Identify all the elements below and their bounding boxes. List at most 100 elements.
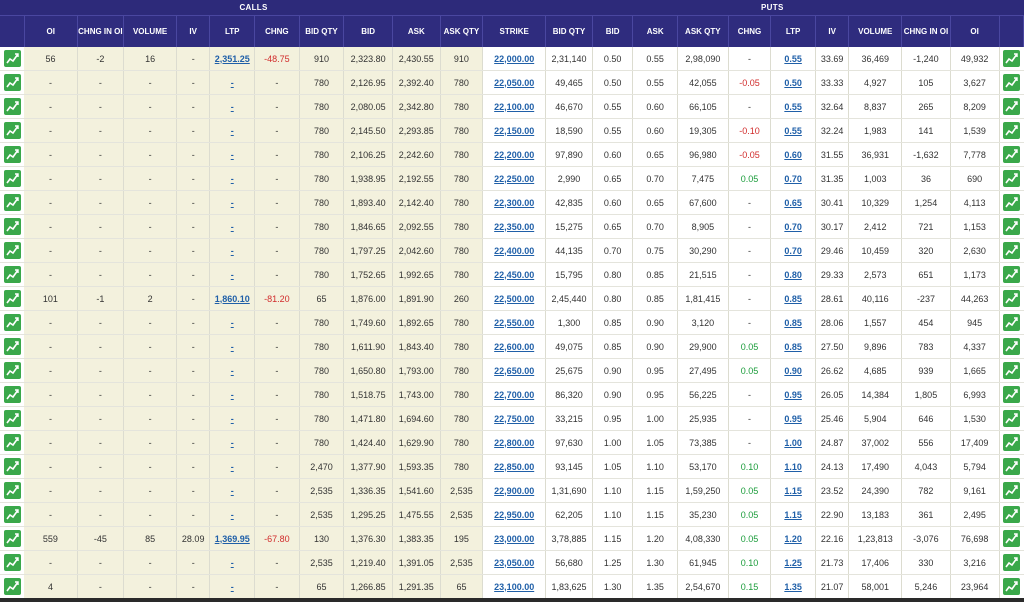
line-chart-icon[interactable]	[1003, 314, 1020, 331]
line-chart-icon[interactable]	[3, 314, 21, 331]
calls-ltp-link[interactable]: 1,369.95	[214, 533, 250, 544]
puts-ltp-link[interactable]: 1.25	[784, 557, 802, 568]
line-chart-icon[interactable]	[3, 74, 21, 91]
calls-ltp-link[interactable]: -	[230, 341, 234, 352]
line-chart-icon[interactable]	[3, 218, 21, 235]
puts-ltp-link[interactable]: 0.65	[784, 197, 802, 208]
strike-link[interactable]: 22,200.00	[494, 149, 535, 160]
strike-link[interactable]: 23,000.00	[494, 533, 535, 544]
puts-col-header[interactable]: BID	[592, 15, 634, 47]
line-chart-icon[interactable]	[1003, 554, 1020, 571]
line-chart-icon[interactable]	[3, 482, 21, 499]
calls-ltp-link[interactable]: -	[230, 389, 234, 400]
puts-ltp-link[interactable]: 0.50	[784, 77, 802, 88]
strike-link[interactable]: 22,750.00	[494, 413, 535, 424]
calls-ltp-link[interactable]: -	[230, 581, 234, 592]
strike-link[interactable]: 22,850.00	[494, 461, 535, 472]
strike-link[interactable]: 22,050.00	[494, 77, 535, 88]
calls-col-header[interactable]: OI	[24, 15, 78, 47]
line-chart-icon[interactable]	[1003, 530, 1020, 547]
puts-col-header[interactable]: CHNG IN OI	[901, 15, 951, 47]
calls-col-header[interactable]: BID QTY	[299, 15, 345, 47]
strike-link[interactable]: 22,300.00	[494, 197, 535, 208]
line-chart-icon[interactable]	[3, 290, 21, 307]
calls-ltp-link[interactable]: -	[230, 461, 234, 472]
puts-col-header[interactable]: OI	[950, 15, 1000, 47]
line-chart-icon[interactable]	[1003, 578, 1020, 595]
line-chart-icon[interactable]	[1003, 386, 1020, 403]
strike-link[interactable]: 22,250.00	[494, 173, 535, 184]
line-chart-icon[interactable]	[1003, 482, 1020, 499]
calls-ltp-link[interactable]: 1,860.10	[214, 293, 250, 304]
strike-link[interactable]: 22,150.00	[494, 125, 535, 136]
calls-ltp-link[interactable]: -	[230, 101, 234, 112]
line-chart-icon[interactable]	[3, 146, 21, 163]
calls-ltp-link[interactable]: -	[230, 269, 234, 280]
line-chart-icon[interactable]	[1003, 410, 1020, 427]
calls-ltp-link[interactable]: -	[230, 509, 234, 520]
strike-link[interactable]: 22,700.00	[494, 389, 535, 400]
strike-link[interactable]: 22,400.00	[494, 245, 535, 256]
line-chart-icon[interactable]	[1003, 506, 1020, 523]
strike-link[interactable]: 22,550.00	[494, 317, 535, 328]
strike-link[interactable]: 22,500.00	[494, 293, 535, 304]
line-chart-icon[interactable]	[3, 122, 21, 139]
puts-ltp-link[interactable]: 0.70	[784, 245, 802, 256]
line-chart-icon[interactable]	[1003, 242, 1020, 259]
line-chart-icon[interactable]	[3, 530, 21, 547]
strike-link[interactable]: 23,100.00	[494, 581, 535, 592]
strike-link[interactable]: 23,050.00	[494, 557, 535, 568]
calls-col-header[interactable]: IV	[176, 15, 211, 47]
calls-ltp-link[interactable]: -	[230, 413, 234, 424]
puts-ltp-link[interactable]: 0.60	[784, 149, 802, 160]
line-chart-icon[interactable]	[3, 362, 21, 379]
calls-ltp-link[interactable]: -	[230, 365, 234, 376]
line-chart-icon[interactable]	[3, 50, 21, 67]
line-chart-icon[interactable]	[3, 170, 21, 187]
line-chart-icon[interactable]	[3, 506, 21, 523]
strike-link[interactable]: 22,950.00	[494, 509, 535, 520]
puts-col-header[interactable]: VOLUME	[848, 15, 903, 47]
strike-link[interactable]: 22,800.00	[494, 437, 535, 448]
calls-ltp-link[interactable]: -	[230, 245, 234, 256]
puts-ltp-link[interactable]: 0.55	[784, 101, 802, 112]
line-chart-icon[interactable]	[3, 386, 21, 403]
line-chart-icon[interactable]	[3, 98, 21, 115]
calls-ltp-link[interactable]: -	[230, 317, 234, 328]
calls-ltp-link[interactable]: -	[230, 437, 234, 448]
line-chart-icon[interactable]	[1003, 98, 1020, 115]
puts-ltp-link[interactable]: 0.55	[784, 125, 802, 136]
line-chart-icon[interactable]	[3, 242, 21, 259]
strike-link[interactable]: 22,900.00	[494, 485, 535, 496]
calls-col-header[interactable]: LTP	[209, 15, 256, 47]
line-chart-icon[interactable]	[3, 410, 21, 427]
line-chart-icon[interactable]	[1003, 74, 1020, 91]
puts-col-header[interactable]: LTP	[770, 15, 816, 47]
puts-col-header[interactable]: IV	[815, 15, 850, 47]
strike-col-header[interactable]: STRIKE	[482, 15, 547, 47]
line-chart-icon[interactable]	[3, 434, 21, 451]
line-chart-icon[interactable]	[1003, 50, 1020, 67]
puts-ltp-link[interactable]: 0.95	[784, 389, 802, 400]
line-chart-icon[interactable]	[3, 554, 21, 571]
line-chart-icon[interactable]	[3, 458, 21, 475]
line-chart-icon[interactable]	[3, 194, 21, 211]
calls-ltp-link[interactable]: -	[230, 485, 234, 496]
line-chart-icon[interactable]	[1003, 146, 1020, 163]
line-chart-icon[interactable]	[1003, 434, 1020, 451]
puts-ltp-link[interactable]: 0.55	[784, 53, 802, 64]
puts-ltp-link[interactable]: 0.85	[784, 293, 802, 304]
calls-ltp-link[interactable]: -	[230, 149, 234, 160]
puts-col-header[interactable]: ASK QTY	[677, 15, 729, 47]
puts-ltp-link[interactable]: 0.95	[784, 413, 802, 424]
calls-ltp-link[interactable]: -	[230, 197, 234, 208]
line-chart-icon[interactable]	[1003, 458, 1020, 475]
puts-col-header[interactable]: CHNG	[728, 15, 772, 47]
strike-link[interactable]: 22,650.00	[494, 365, 535, 376]
puts-col-header[interactable]: ASK	[632, 15, 678, 47]
line-chart-icon[interactable]	[1003, 170, 1020, 187]
line-chart-icon[interactable]	[1003, 290, 1020, 307]
puts-ltp-link[interactable]: 1.15	[784, 485, 802, 496]
calls-col-header[interactable]: ASK	[392, 15, 441, 47]
calls-ltp-link[interactable]: -	[230, 557, 234, 568]
